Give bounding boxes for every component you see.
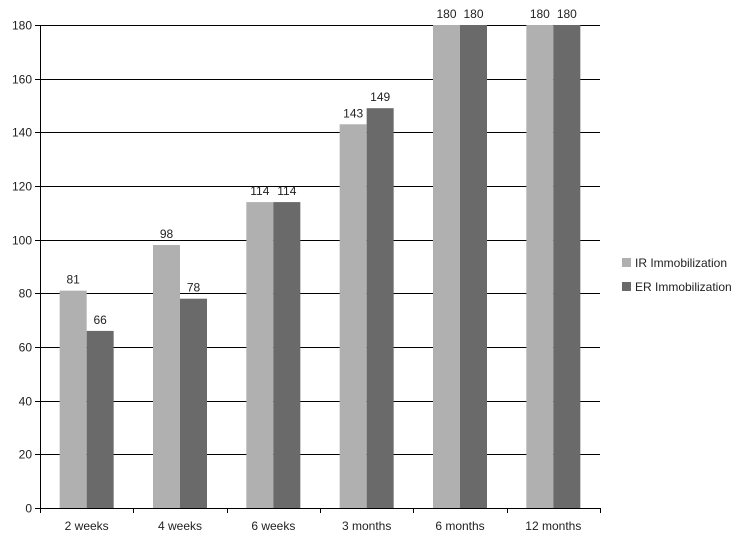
y-tick-label: 20 (19, 448, 33, 462)
x-tick-label: 6 months (435, 519, 484, 533)
bar-ir-2-weeks (59, 290, 87, 508)
x-tick-label: 3 months (342, 519, 391, 533)
bar-er-2-weeks (86, 330, 114, 508)
data-label: 149 (370, 90, 390, 104)
data-label: 114 (277, 184, 296, 198)
y-tick-label: 120 (12, 180, 32, 194)
axes: 0 20 40 60 80 100 120 140 160 180 2 weeks 4 weeks 6 … (12, 19, 601, 533)
y-tick-label: 160 (12, 73, 32, 87)
bars (59, 25, 581, 509)
y-tick-label: 140 (12, 126, 32, 140)
legend-label-ir: IR Immobilization (635, 256, 727, 270)
y-tick-label: 60 (19, 341, 33, 355)
data-label: 143 (343, 106, 363, 120)
bar-er-6-months (460, 25, 487, 508)
x-tick-label: 4 weeks (158, 519, 202, 533)
data-label: 180 (436, 7, 456, 21)
legend-label-er: ER Immobilization (635, 280, 732, 294)
y-tick-label: 100 (12, 234, 32, 248)
bar-er-12-months (553, 25, 581, 508)
x-tick-label: 6 weeks (251, 519, 295, 533)
data-label: 66 (93, 313, 107, 327)
bar-ir-6-weeks (246, 202, 274, 508)
y-tick-label: 40 (19, 395, 33, 409)
bar-ir-3-months (339, 124, 367, 509)
y-tick-label: 180 (12, 19, 32, 33)
legend: IR Immobilization ER Immobilization (622, 256, 732, 294)
bar-er-3-months (366, 108, 394, 508)
x-tick-label: 12 months (525, 519, 581, 533)
bar-er-4-weeks (180, 298, 207, 508)
data-label: 114 (250, 184, 269, 198)
data-label: 98 (160, 227, 174, 241)
gridlines (40, 25, 600, 455)
y-tick-label: 0 (25, 502, 32, 516)
data-labels: 81 66 98 78 114 114 143 149 180 180 180 180 (66, 7, 577, 327)
legend-swatch-er (622, 282, 631, 291)
x-tick-label: 2 weeks (65, 519, 109, 533)
data-label: 180 (557, 7, 577, 21)
bar-ir-4-weeks (153, 245, 180, 509)
data-label: 180 (530, 7, 550, 21)
bar-ir-12-months (526, 25, 554, 508)
data-label: 81 (66, 273, 80, 287)
bar-er-6-weeks (273, 202, 301, 508)
bar-ir-6-months (433, 25, 460, 508)
y-tick-label: 80 (19, 287, 33, 301)
legend-swatch-ir (622, 258, 631, 267)
data-label: 180 (463, 7, 483, 21)
data-label: 78 (187, 281, 201, 295)
